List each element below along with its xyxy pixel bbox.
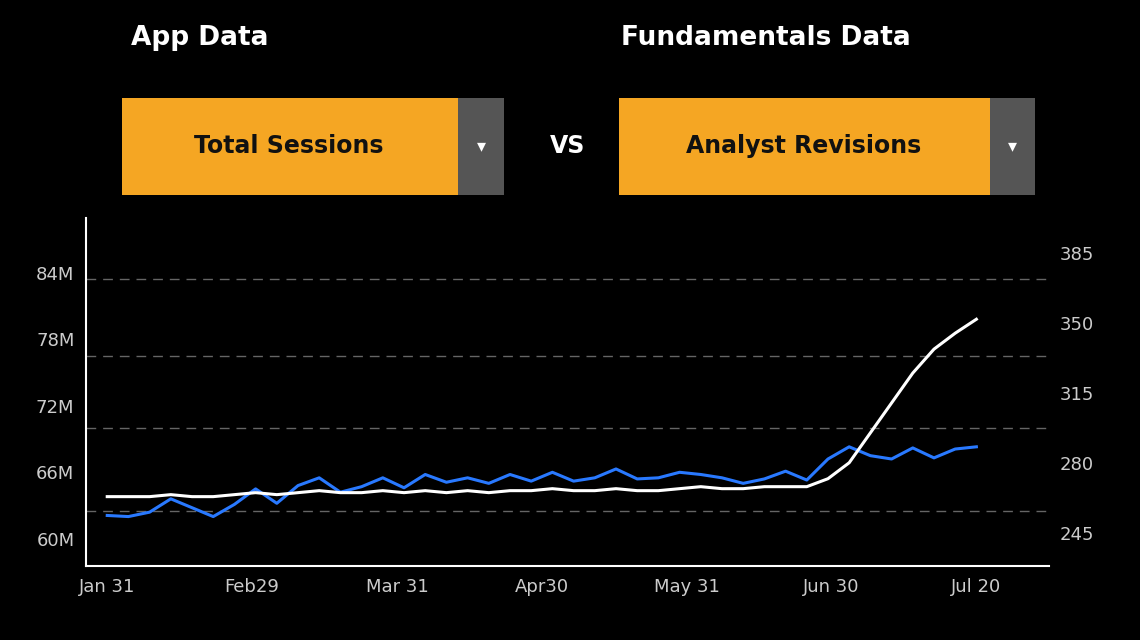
Text: Total Sessions: Total Sessions [194, 134, 383, 159]
Text: VS: VS [549, 134, 586, 159]
FancyBboxPatch shape [619, 99, 990, 195]
Text: ▾: ▾ [1008, 138, 1017, 156]
FancyBboxPatch shape [122, 99, 458, 195]
Text: ▾: ▾ [477, 138, 486, 156]
FancyBboxPatch shape [458, 99, 504, 195]
Text: Analyst Revisions: Analyst Revisions [686, 134, 921, 159]
Text: Fundamentals Data: Fundamentals Data [621, 24, 911, 51]
Text: App Data: App Data [131, 24, 269, 51]
FancyBboxPatch shape [990, 99, 1035, 195]
